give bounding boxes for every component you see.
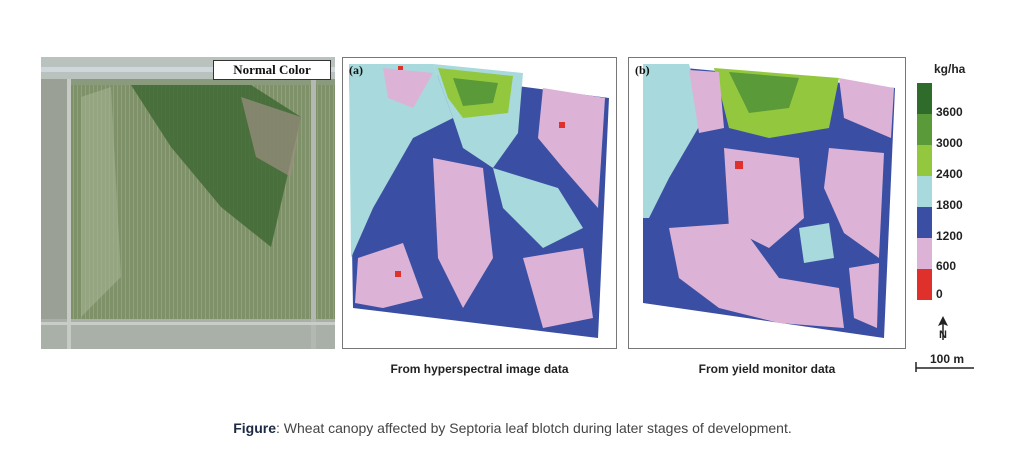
map-hyperspectral: (a): [342, 57, 617, 349]
map-b-tag: (b): [635, 63, 650, 77]
legend-swatch-2400: [917, 145, 932, 176]
legend-swatch-3600: [917, 83, 932, 114]
figure-caption-prefix: Figure: [233, 420, 277, 436]
legend-swatch-1200: [917, 207, 932, 238]
legend-swatch-3000: [917, 114, 932, 145]
legend-tick: 2400: [936, 167, 963, 181]
normal-color-label: Normal Color: [213, 60, 331, 80]
figure-caption-text: : Wheat canopy affected by Septoria leaf…: [276, 420, 792, 436]
legend-color-bar: [917, 83, 932, 300]
map-a-caption: From hyperspectral image data: [390, 362, 569, 376]
scale-bar-graphic: [915, 362, 974, 372]
aerial-photo: [41, 57, 335, 349]
map-yield-monitor: (b): [628, 57, 906, 349]
north-arrow-icon: N: [932, 316, 954, 345]
map-b-caption: From yield monitor data: [698, 362, 836, 376]
legend-tick: 600: [936, 259, 957, 273]
yield-map-b: [643, 64, 895, 338]
legend-swatch-600: [917, 238, 932, 269]
yield-map-a: [349, 64, 609, 338]
legend-swatch-1800: [917, 176, 932, 207]
legend-tick: 3600: [936, 105, 963, 119]
legend-tick: 1800: [936, 198, 963, 212]
north-arrow-graphic: N: [938, 316, 948, 341]
legend-tick: 0: [936, 287, 943, 301]
scale-label: 100 m: [930, 352, 965, 366]
aerial-image: Normal Color: [41, 57, 335, 349]
legend-unit: kg/ha: [934, 62, 966, 76]
legend-swatch-0: [917, 269, 932, 300]
scale-bar: [914, 352, 976, 372]
legend-tick: 3000: [936, 136, 963, 150]
figure-caption: Figure: Wheat canopy affected by Septori…: [0, 420, 1025, 436]
map-a-tag: (a): [349, 63, 363, 77]
north-letter: N: [939, 329, 947, 340]
legend-tick: 1200: [936, 229, 963, 243]
